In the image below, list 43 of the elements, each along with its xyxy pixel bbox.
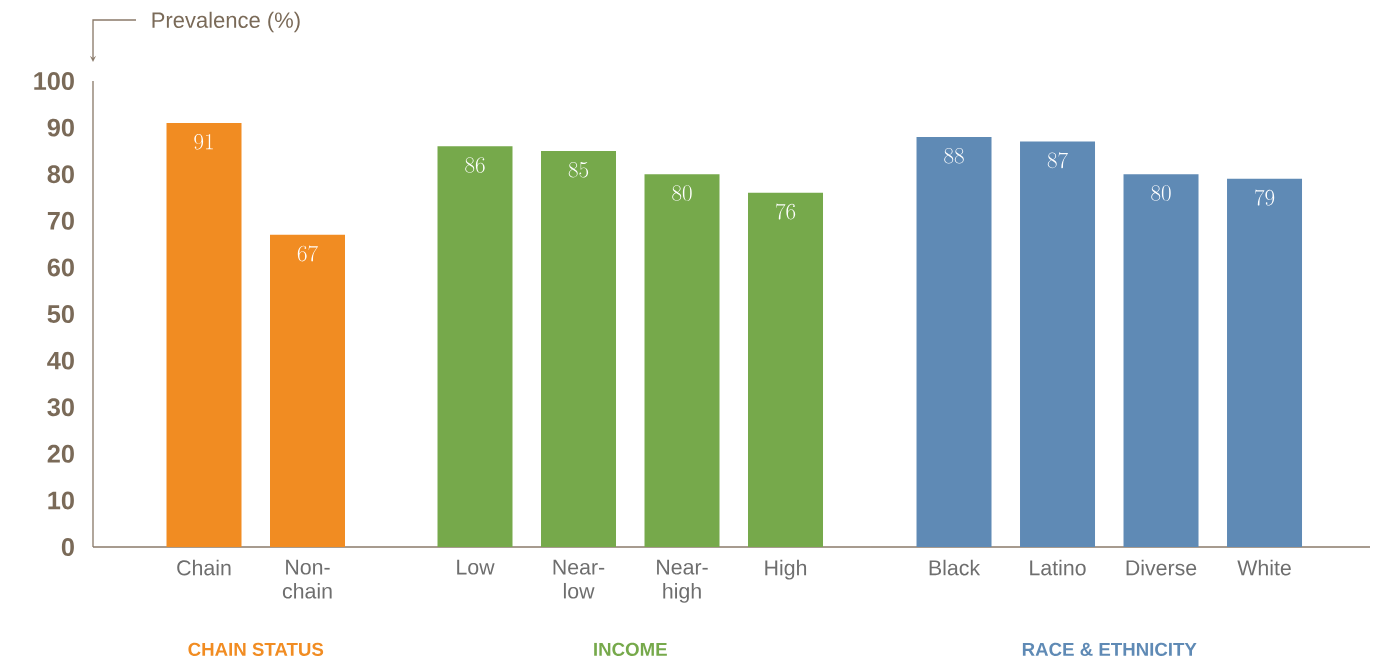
x-tick-label: Chain [177,559,231,576]
data-label: 76 [776,203,796,220]
x-axis-title: CHAIN STATUS [188,642,324,656]
x-tick-label: Non-chain [282,559,332,599]
bar [437,146,513,547]
x-axis-title: INCOME [594,642,667,656]
x-tick-label: Near-low [553,559,605,599]
x-axis-title: RACE & ETHNICITY [1022,642,1197,656]
data-label: 88 [944,147,964,164]
y-tick-label: 70 [47,211,74,230]
bar [916,136,992,547]
y-tick-label: 80 [47,165,74,183]
data-label: 80 [1151,185,1171,201]
bar [1123,174,1199,547]
bar [644,174,720,547]
bar [541,150,617,547]
y-tick-label: 90 [47,118,74,137]
y-tick-label: 30 [47,398,74,417]
y-tick-label: 20 [47,444,74,463]
x-tick-label: White [1237,559,1291,576]
bar [1020,141,1096,547]
data-label: 67 [297,245,318,262]
bar [1227,178,1303,547]
data-label: 79 [1255,189,1275,206]
x-tick-label: Latino [1030,559,1086,576]
data-label: 85 [568,161,589,178]
y-tick-label: 0 [61,537,74,556]
data-label: 86 [465,157,485,173]
x-tick-label: Low [457,559,495,575]
x-tick-label: Diverse [1126,559,1197,576]
bar [748,192,824,547]
y-tick-label: 50 [47,304,74,323]
x-tick-label: High [765,559,807,580]
y-tick-label: 10 [48,491,74,510]
data-label: 91 [194,133,213,150]
x-tick-label: Near-high [657,559,708,603]
y-tick-label: 40 [47,351,74,370]
y-tick-label: 60 [47,258,74,277]
y-tick-label: 100 [34,71,74,90]
x-tick-label: Black [929,559,981,576]
data-label: 87 [1047,152,1068,169]
y-axis-title: Prevalence (%) [152,11,300,33]
data-label: 80 [672,185,692,201]
